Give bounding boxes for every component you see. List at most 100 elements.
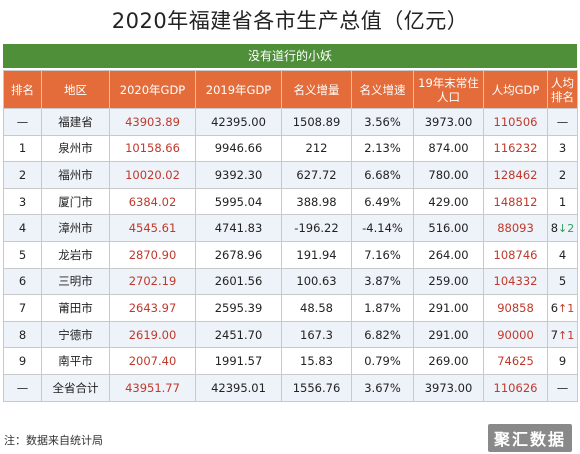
cell-population: 291.00 (413, 294, 484, 322)
cell-growth: 3.67% (351, 373, 414, 402)
table-row: 9 南平市 2007.40 1991.57 15.83 0.79% 269.00 74625 9 (3, 347, 578, 375)
cell-population: 780.00 (413, 161, 484, 189)
table-row: 4 漳州市 4545.61 4741.83 -196.22 -4.14% 516.00 880… (3, 214, 578, 242)
cell-population: 429.00 (413, 187, 484, 216)
cell-rank: 8 (3, 320, 42, 349)
cell-gdp2019: 42395.01 (195, 373, 282, 402)
cell-per-capita: 110626 (483, 373, 548, 402)
header-growth: 名义增速 (351, 70, 414, 109)
cell-rank: — (3, 108, 42, 136)
cell-per-capita: 110506 (483, 108, 548, 136)
cell-region: 厦门市 (41, 187, 110, 216)
cell-region: 全省合计 (41, 373, 110, 402)
pc-rank-value: 1 (558, 194, 567, 209)
cell-pc-rank: 2 (547, 161, 578, 189)
cell-pc-rank: 4 (547, 240, 578, 269)
cell-gdp2020: 2007.40 (109, 347, 196, 375)
cell-gdp2020: 2870.90 (109, 240, 196, 269)
cell-per-capita: 108746 (483, 240, 548, 269)
table-row: 7 莆田市 2643.97 2595.39 48.58 1.87% 291.00 90858 6… (3, 294, 578, 322)
gdp-table: 排名 地区 2020年GDP 2019年GDP 名义增量 名义增速 19年末常住… (3, 70, 578, 402)
cell-gdp2020: 4545.61 (109, 214, 196, 242)
cell-region: 泉州市 (41, 134, 110, 163)
cell-gdp2019: 1991.57 (195, 347, 282, 375)
pc-rank-value: — (556, 114, 569, 129)
watermark-logo: 聚汇数据 (487, 424, 572, 452)
cell-rank: 9 (3, 347, 42, 375)
cell-increase: 167.3 (281, 320, 352, 349)
cell-growth: 1.87% (351, 294, 414, 322)
cell-increase: 1508.89 (281, 108, 352, 136)
cell-gdp2019: 5995.04 (195, 187, 282, 216)
cell-pc-rank: 1 (547, 187, 578, 216)
cell-region: 福建省 (41, 108, 110, 136)
pc-rank-value: 2 (558, 167, 567, 182)
cell-rank: 4 (3, 214, 42, 242)
cell-region: 莆田市 (41, 294, 110, 322)
page-title: 2020年福建省各市生产总值（亿元） (111, 9, 469, 33)
cell-increase: 48.58 (281, 294, 352, 322)
cell-pc-rank: — (547, 108, 578, 136)
cell-gdp2020: 6384.02 (109, 187, 196, 216)
cell-region: 龙岩市 (41, 240, 110, 269)
cell-growth: 7.16% (351, 240, 414, 269)
cell-per-capita: 104332 (483, 267, 548, 296)
pc-rank-value: 6 (550, 300, 559, 315)
cell-rank: 1 (3, 134, 42, 163)
cell-pc-rank: — (547, 373, 578, 402)
cell-per-capita: 116232 (483, 134, 548, 163)
cell-increase: 212 (281, 134, 352, 163)
cell-gdp2020: 2619.00 (109, 320, 196, 349)
cell-growth: 6.49% (351, 187, 414, 216)
pc-rank-value: 7 (550, 327, 559, 342)
header-population: 19年末常住人口 (413, 70, 484, 109)
cell-rank: 6 (3, 267, 42, 296)
cell-per-capita: 88093 (483, 214, 548, 242)
cell-pc-rank: 7↑1 (547, 320, 578, 349)
cell-population: 269.00 (413, 347, 484, 375)
cell-rank: 2 (3, 161, 42, 189)
table-row: — 全省合计 43951.77 42395.01 1556.76 3.67% 3973.00… (3, 373, 578, 402)
cell-rank: 5 (3, 240, 42, 269)
cell-gdp2019: 2451.70 (195, 320, 282, 349)
cell-population: 259.00 (413, 267, 484, 296)
pc-rank-value: 5 (558, 274, 567, 289)
cell-rank: 7 (3, 294, 42, 322)
cell-pc-rank: 3 (547, 134, 578, 163)
cell-gdp2019: 4741.83 (195, 214, 282, 242)
cell-increase: 100.63 (281, 267, 352, 296)
cell-pc-rank: 9 (547, 347, 578, 375)
cell-per-capita: 90858 (483, 294, 548, 322)
header-rank: 排名 (3, 70, 42, 109)
cell-population: 3973.00 (413, 108, 484, 136)
cell-gdp2020: 2643.97 (109, 294, 196, 322)
cell-increase: 191.94 (281, 240, 352, 269)
table-row: — 福建省 43903.89 42395.00 1508.89 3.56% 3973.00 1… (3, 108, 578, 136)
cell-gdp2019: 9946.66 (195, 134, 282, 163)
cell-pc-rank: 8↓2 (547, 214, 578, 242)
cell-rank: 3 (3, 187, 42, 216)
cell-growth: 6.68% (351, 161, 414, 189)
cell-gdp2020: 10020.02 (109, 161, 196, 189)
cell-increase: 1556.76 (281, 373, 352, 402)
cell-growth: 2.13% (351, 134, 414, 163)
cell-growth: 0.79% (351, 347, 414, 375)
cell-increase: -196.22 (281, 214, 352, 242)
cell-pc-rank: 5 (547, 267, 578, 296)
cell-gdp2019: 2678.96 (195, 240, 282, 269)
header-increase: 名义增量 (281, 70, 352, 109)
table-row: 3 厦门市 6384.02 5995.04 388.98 6.49% 429.00 14881… (3, 187, 578, 216)
header-gdp2019: 2019年GDP (195, 70, 282, 109)
cell-population: 3973.00 (413, 373, 484, 402)
cell-population: 874.00 (413, 134, 484, 163)
table-row: 2 福州市 10020.02 9392.30 627.72 6.68% 780.00 1284… (3, 161, 578, 189)
header-region: 地区 (41, 70, 110, 109)
cell-population: 264.00 (413, 240, 484, 269)
cell-gdp2019: 42395.00 (195, 108, 282, 136)
cell-growth: -4.14% (351, 214, 414, 242)
cell-region: 福州市 (41, 161, 110, 189)
footnote: 注：数据来自统计局 (4, 434, 103, 447)
header-gdp2020: 2020年GDP (109, 70, 196, 109)
cell-gdp2019: 9392.30 (195, 161, 282, 189)
rank-up-arrow: ↑1 (558, 301, 575, 315)
